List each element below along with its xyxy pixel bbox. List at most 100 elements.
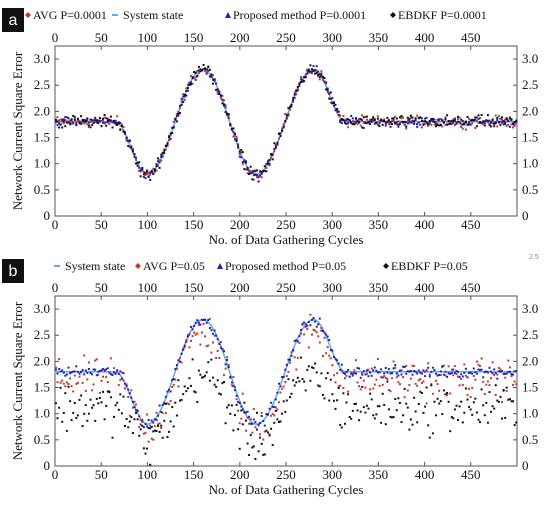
data-point	[337, 110, 340, 113]
data-point	[306, 72, 309, 75]
data-point	[293, 96, 296, 99]
chart-panel-a: a AVG P=0.0001 System state Proposed method…	[2, 8, 538, 247]
data-point	[95, 119, 98, 122]
data-point	[303, 333, 306, 336]
data-point	[226, 359, 229, 361]
data-point	[441, 365, 444, 368]
data-point	[248, 415, 251, 418]
data-point	[87, 124, 90, 127]
data-point	[98, 119, 101, 122]
data-point	[436, 124, 439, 126]
data-point	[296, 85, 299, 88]
data-point	[190, 74, 192, 77]
data-point	[262, 420, 265, 422]
data-point	[391, 123, 394, 126]
y-tick-label-right: 0.5	[522, 432, 538, 447]
data-point	[293, 91, 296, 94]
data-point	[274, 398, 277, 401]
data-point	[515, 421, 518, 424]
data-point	[331, 364, 334, 367]
data-point	[442, 389, 445, 392]
data-point	[347, 126, 350, 129]
data-point	[259, 433, 262, 436]
data-point	[139, 419, 142, 421]
x-tick-label-top: 100	[138, 280, 158, 295]
data-point	[124, 382, 126, 385]
data-point	[512, 373, 514, 376]
data-point	[325, 88, 328, 91]
data-point	[120, 125, 123, 127]
data-point	[65, 373, 68, 376]
data-point	[411, 121, 414, 124]
data-point	[106, 390, 109, 393]
data-point	[373, 417, 376, 420]
data-point	[333, 104, 335, 107]
data-point	[84, 389, 87, 392]
data-point	[398, 402, 401, 404]
data-point	[469, 396, 472, 398]
data-point	[295, 339, 298, 342]
data-point	[387, 389, 390, 391]
data-point	[513, 121, 516, 124]
data-point	[127, 144, 130, 147]
data-point	[510, 118, 513, 121]
data-point	[510, 400, 513, 403]
data-point	[153, 169, 156, 172]
data-point	[493, 368, 496, 371]
data-point	[133, 400, 136, 403]
data-point	[218, 392, 221, 395]
data-point	[179, 399, 181, 402]
data-point	[142, 447, 145, 450]
data-point	[219, 97, 222, 100]
data-point	[422, 369, 425, 372]
data-point	[95, 374, 98, 377]
data-point	[362, 379, 365, 382]
legend-entry-3: EBDKF P=0.0001	[398, 8, 487, 22]
data-point	[340, 119, 343, 122]
data-point	[175, 364, 178, 367]
data-point	[303, 76, 306, 78]
data-point	[398, 369, 401, 372]
data-point	[499, 120, 502, 123]
data-point	[287, 358, 290, 361]
data-point	[111, 120, 114, 123]
data-point	[475, 372, 478, 375]
data-point	[351, 374, 354, 377]
data-point	[158, 166, 161, 169]
data-point	[133, 406, 136, 409]
data-point	[59, 386, 62, 389]
data-point	[109, 115, 112, 118]
data-point	[425, 402, 428, 405]
data-point	[219, 341, 222, 343]
data-point	[197, 65, 200, 68]
data-point	[135, 411, 137, 414]
data-point	[91, 373, 94, 376]
data-point	[328, 354, 331, 357]
data-point	[147, 427, 150, 429]
data-point	[150, 437, 153, 440]
data-point	[367, 121, 370, 124]
data-point	[469, 371, 472, 374]
data-point	[164, 395, 167, 398]
data-point	[318, 317, 321, 320]
data-point	[216, 88, 219, 91]
data-point	[182, 347, 185, 350]
data-point	[194, 76, 197, 79]
data-point	[353, 372, 356, 375]
data-point	[365, 404, 368, 407]
data-point	[263, 453, 266, 456]
data-point	[183, 98, 186, 101]
data-point	[163, 148, 166, 151]
data-point	[229, 375, 232, 378]
data-point	[300, 332, 302, 335]
data-point	[505, 124, 508, 127]
data-point	[289, 361, 291, 364]
data-point	[235, 139, 238, 142]
data-point	[486, 380, 489, 383]
data-point	[386, 380, 389, 383]
data-point	[336, 399, 339, 402]
data-point	[213, 329, 216, 332]
data-point	[375, 369, 378, 372]
data-point	[194, 321, 197, 324]
data-point	[312, 70, 315, 72]
